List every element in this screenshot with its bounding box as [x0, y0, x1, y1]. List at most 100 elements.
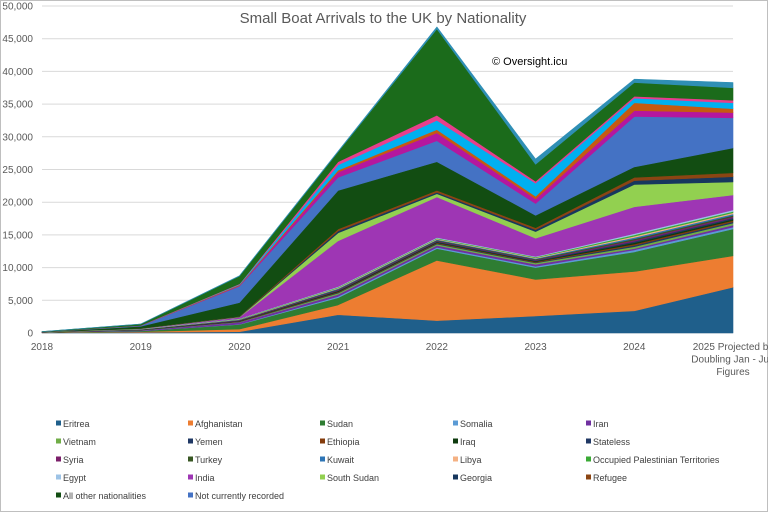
- legend-swatch: [188, 438, 193, 444]
- y-tick-label: 45,000: [2, 34, 33, 45]
- y-tick-label: 10,000: [2, 263, 33, 274]
- legend-item: Syria: [56, 455, 84, 465]
- chart-title: Small Boat Arrivals to the UK by Nationa…: [240, 10, 527, 27]
- legend-item: Not currently recorded: [188, 491, 284, 501]
- y-tick-label: 35,000: [2, 100, 33, 111]
- legend-label: Syria: [63, 455, 84, 465]
- x-tick-label: 2018: [31, 342, 54, 353]
- legend-swatch: [56, 420, 61, 426]
- legend-swatch: [56, 492, 61, 498]
- legend-label: India: [195, 473, 215, 483]
- legend-item: Refugee: [586, 473, 627, 483]
- legend-label: Eritrea: [63, 419, 90, 429]
- watermark: © Oversight.icu: [492, 56, 567, 68]
- legend-swatch: [320, 474, 325, 480]
- legend-swatch: [320, 456, 325, 462]
- legend-swatch: [188, 474, 193, 480]
- x-tick-label: 2021: [327, 342, 350, 353]
- legend-item: Yemen: [188, 437, 223, 447]
- legend-label: Iran: [593, 419, 609, 429]
- series-areas: [41, 26, 734, 334]
- y-tick-label: 5,000: [8, 296, 33, 307]
- legend-label: South Sudan: [327, 473, 379, 483]
- legend-item: Egypt: [56, 473, 87, 483]
- y-tick-label: 15,000: [2, 230, 33, 241]
- legend-label: Occupied Palestinian Territories: [593, 455, 720, 465]
- x-tick-label-line: 2022: [426, 342, 449, 353]
- legend-item: Eritrea: [56, 419, 90, 429]
- legend-item: Iraq: [453, 437, 476, 447]
- legend-swatch: [56, 456, 61, 462]
- legend-label: Vietnam: [63, 437, 96, 447]
- legend-label: Ethiopia: [327, 437, 360, 447]
- legend-swatch: [453, 474, 458, 480]
- legend-label: Libya: [460, 455, 482, 465]
- y-tick-label: 20,000: [2, 198, 33, 209]
- legend-swatch: [56, 438, 61, 444]
- legend-item: Somalia: [453, 419, 493, 429]
- legend-label: Stateless: [593, 437, 631, 447]
- legend-label: Georgia: [460, 473, 492, 483]
- y-tick-label: 40,000: [2, 67, 33, 78]
- legend-item: Afghanistan: [188, 419, 243, 429]
- x-tick-label-line: Figures: [716, 367, 749, 378]
- legend-label: Sudan: [327, 419, 353, 429]
- legend-swatch: [188, 456, 193, 462]
- x-tick-label-line: 2021: [327, 342, 350, 353]
- legend-label: Not currently recorded: [195, 491, 284, 501]
- x-tick-label: 2019: [130, 342, 153, 353]
- legend-label: Iraq: [460, 437, 476, 447]
- x-axis-ticks: 2018 2019 2020 2021 2022 2023 2024 2025 Project…: [31, 342, 768, 378]
- legend-item: Kuwait: [320, 455, 355, 465]
- legend-item: Sudan: [320, 419, 353, 429]
- y-tick-label: 50,000: [2, 2, 33, 13]
- x-tick-label: 2024: [623, 342, 646, 353]
- x-tick-label: 2023: [524, 342, 547, 353]
- legend-swatch: [453, 456, 458, 462]
- x-tick-label-line: 2019: [130, 342, 153, 353]
- x-tick-label-line: 2020: [228, 342, 251, 353]
- legend-item: India: [188, 473, 215, 483]
- x-tick-label: 2022: [426, 342, 449, 353]
- legend-label: Turkey: [195, 455, 223, 465]
- legend-label: Somalia: [460, 419, 493, 429]
- legend-item: All other nationalities: [56, 491, 147, 501]
- legend-swatch: [586, 474, 591, 480]
- y-axis-ticks: 0 5,000 10,000 15,000 20,000 25,000 30,000 35,0…: [2, 2, 33, 340]
- legend-swatch: [586, 456, 591, 462]
- y-tick-label: 30,000: [2, 132, 33, 143]
- legend-label: Kuwait: [327, 455, 355, 465]
- x-tick-label-line: 2025 Projected by: [693, 342, 768, 353]
- legend-swatch: [586, 438, 591, 444]
- x-tick-label-line: 2018: [31, 342, 54, 353]
- x-tick-label-line: 2024: [623, 342, 646, 353]
- legend-label: Refugee: [593, 473, 627, 483]
- legend-item: Iran: [586, 419, 609, 429]
- legend-swatch: [453, 438, 458, 444]
- x-tick-label: 2020: [228, 342, 251, 353]
- legend-swatch: [56, 474, 61, 480]
- legend-item: Vietnam: [56, 437, 96, 447]
- legend-swatch: [188, 420, 193, 426]
- x-tick-label-line: 2023: [524, 342, 547, 353]
- legend-item: Georgia: [453, 473, 492, 483]
- legend-item: Occupied Palestinian Territories: [586, 455, 720, 465]
- legend-label: Egypt: [63, 473, 87, 483]
- y-tick-label: 0: [27, 329, 33, 340]
- legend-item: Libya: [453, 455, 482, 465]
- area-series-extra-6: [41, 26, 734, 332]
- legend-label: Afghanistan: [195, 419, 243, 429]
- legend-swatch: [453, 420, 458, 426]
- legend-label: All other nationalities: [63, 491, 147, 501]
- legend: Eritrea Afghanistan Sudan Somalia Iran Vietna…: [56, 419, 720, 501]
- legend-item: South Sudan: [320, 473, 379, 483]
- legend-item: Turkey: [188, 455, 223, 465]
- legend-item: Stateless: [586, 437, 631, 447]
- legend-label: Yemen: [195, 437, 223, 447]
- x-tick-label: 2025 Projected by Doubling Jan - Jun Figur…: [691, 342, 768, 378]
- legend-swatch: [320, 420, 325, 426]
- y-tick-label: 25,000: [2, 165, 33, 176]
- legend-item: Ethiopia: [320, 437, 360, 447]
